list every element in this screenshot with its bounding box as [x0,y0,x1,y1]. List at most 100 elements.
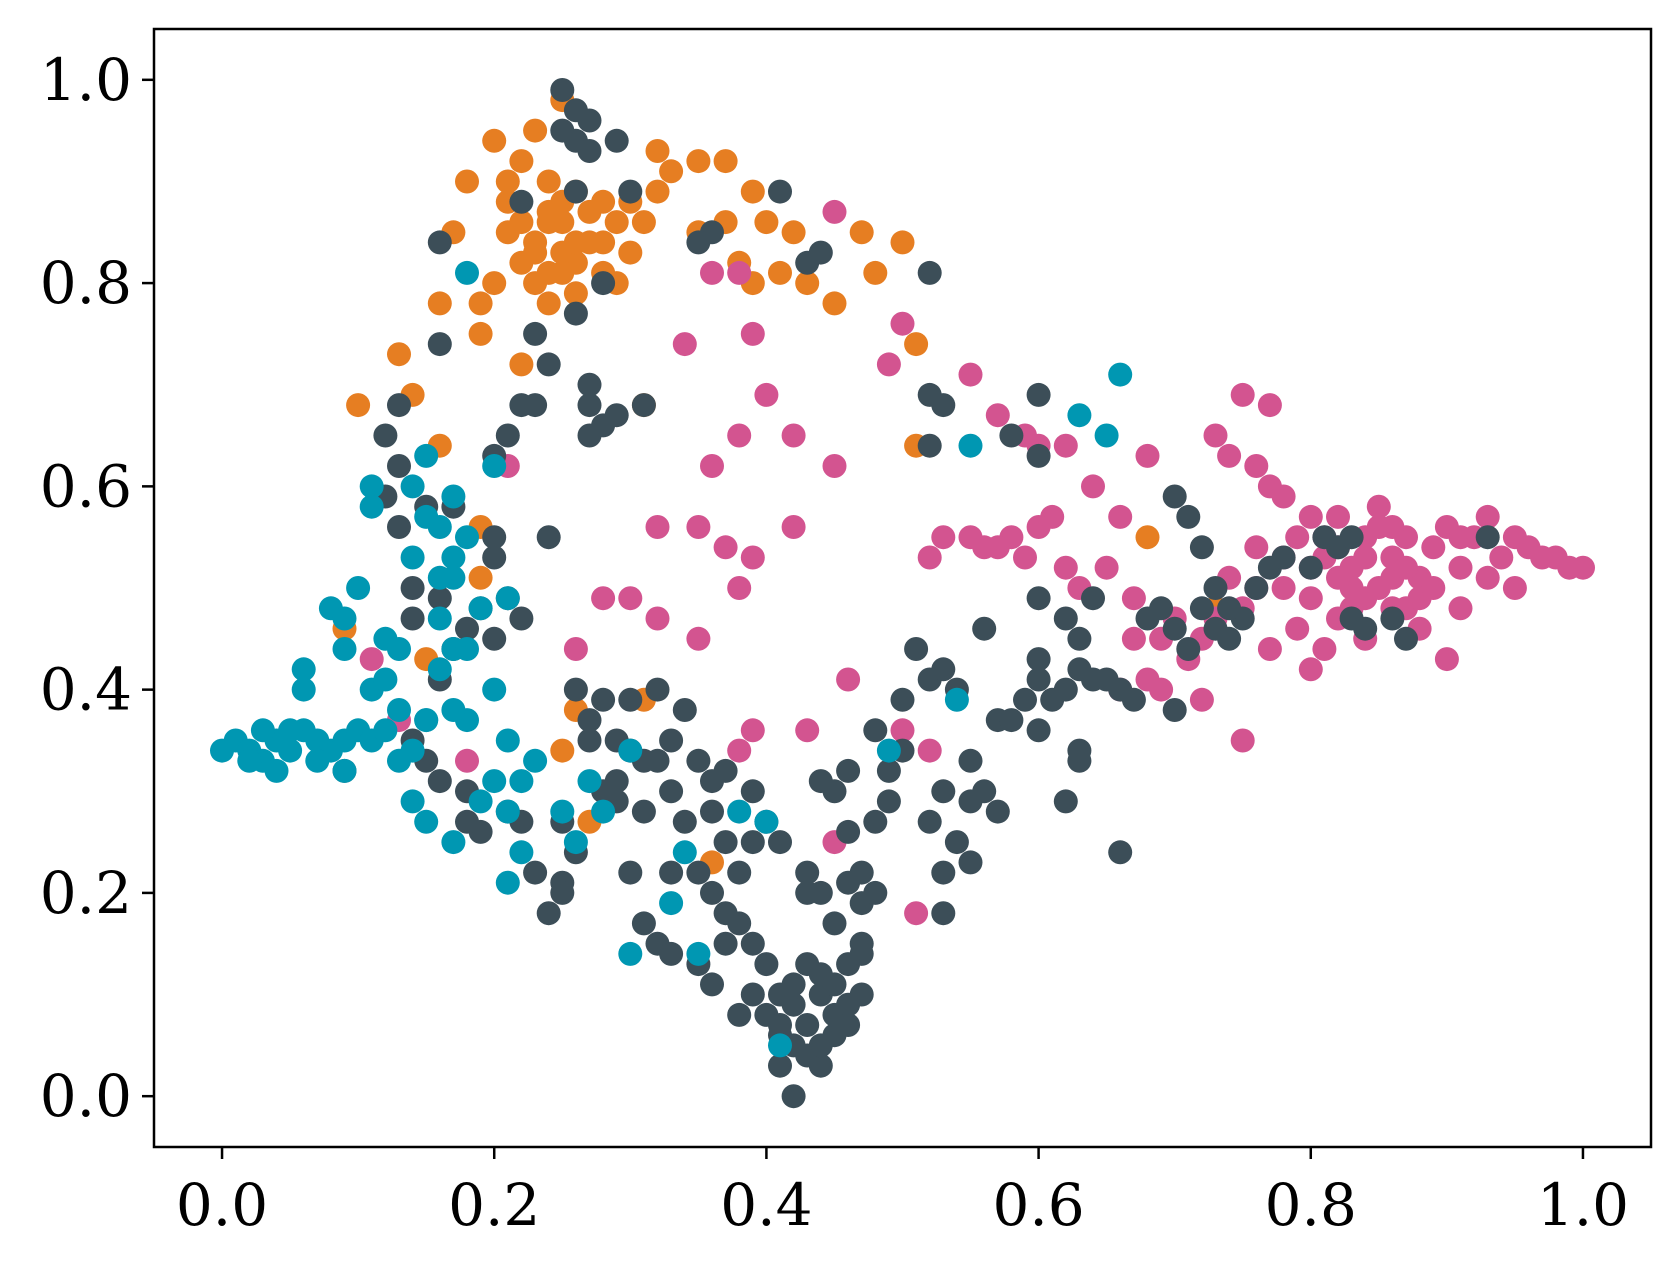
data-point [455,809,479,834]
data-point [332,758,357,783]
data-point [577,708,602,733]
data-point [1108,362,1133,387]
data-point [1380,515,1405,539]
data-point [359,647,384,672]
data-point [645,677,670,702]
data-point [863,880,888,905]
data-point [577,199,602,224]
data-point [482,525,507,550]
data-point [958,525,983,550]
data-point [523,240,548,265]
data-point [822,972,847,997]
data-point [550,78,575,102]
data-point [577,139,602,163]
data-point [740,179,765,204]
data-point [1571,555,1595,580]
data-point [1312,637,1337,661]
y-tick-label: 0.2 [40,859,132,927]
data-point [836,1013,861,1037]
data-point [591,799,616,824]
data-point [1189,535,1214,560]
data-point [264,758,289,783]
data-point [591,687,616,712]
data-point [713,931,738,956]
data-point [727,423,752,448]
data-point [999,423,1024,448]
data-point [672,698,697,722]
data-point [563,179,588,204]
data-point [1298,657,1323,682]
data-point [278,718,303,743]
data-point [577,728,602,753]
data-point [917,382,942,407]
data-point [523,860,548,885]
data-point [781,1084,806,1109]
data-point [523,321,548,346]
data-point [536,199,561,224]
data-point [1135,443,1160,468]
series-3 [210,260,1133,1058]
data-point [1271,484,1296,509]
data-point [441,830,466,855]
data-point [550,738,575,763]
data-point [781,423,806,448]
data-point [1326,565,1350,590]
data-point [985,403,1010,428]
x-axis: 0.0 0.2 0.4 0.6 0.8 1.0 [176,1147,1629,1239]
data-point [455,525,479,550]
data-point [1053,433,1078,458]
data-point [509,189,534,214]
data-point [727,860,752,885]
data-point [768,1013,792,1037]
data-point [1053,789,1078,814]
data-point [740,321,765,346]
data-point [495,169,520,194]
data-point [1176,637,1201,661]
data-point [468,291,493,316]
data-point [482,769,507,794]
data-point [917,260,942,285]
data-point [1448,555,1473,580]
data-point [795,880,820,905]
data-point [1217,443,1242,468]
data-point [890,230,915,255]
data-point [604,403,629,428]
data-point [455,260,479,285]
data-point [1339,525,1364,550]
data-point [754,210,779,235]
data-point [1475,565,1500,590]
data-point [1149,596,1174,621]
data-point [1053,677,1078,702]
data-point [455,616,479,641]
data-point [468,789,493,814]
data-point [400,738,425,763]
data-point [400,789,425,814]
data-point [686,149,711,174]
data-point [414,708,439,733]
data-point [1026,515,1051,539]
data-point [876,352,901,377]
points-layer [210,78,1595,1109]
data-point [768,179,792,204]
data-point [563,301,588,326]
data-point [795,271,820,296]
data-point [427,606,452,631]
data-point [1421,576,1446,600]
data-point [1230,728,1255,753]
data-point [523,393,548,418]
data-point [1176,504,1201,529]
data-point [768,1033,792,1058]
data-point [795,860,820,885]
data-point [563,281,588,306]
data-point [917,545,942,570]
data-point [1067,738,1092,763]
data-point [1353,545,1378,570]
data-point [1298,504,1323,529]
data-point [631,799,656,824]
data-point [427,565,452,590]
data-point [890,311,915,336]
data-point [563,677,588,702]
data-point [509,606,534,631]
data-point [455,637,479,661]
data-point [441,545,466,570]
